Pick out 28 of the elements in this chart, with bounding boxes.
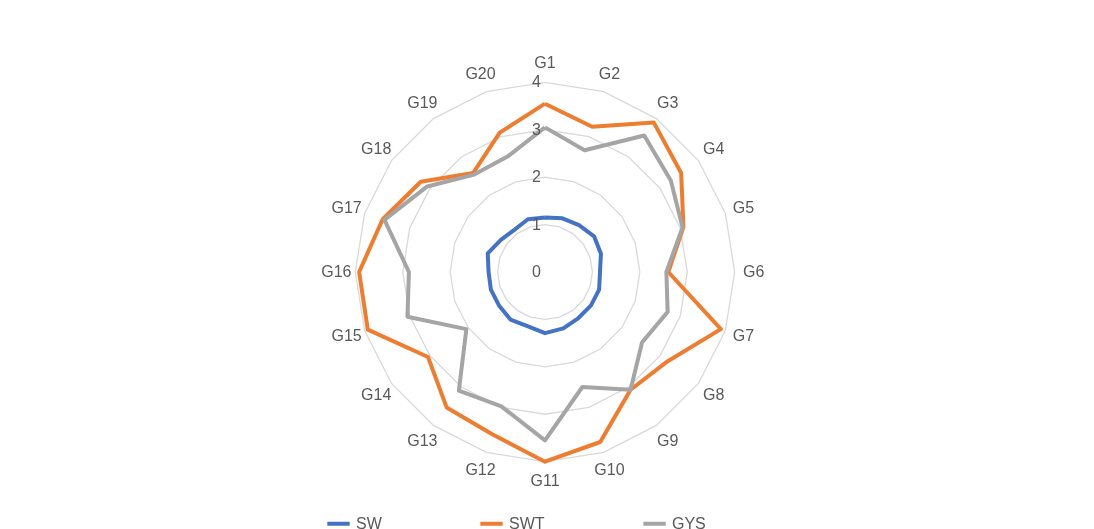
- y-tick-label: 2: [532, 168, 542, 186]
- spoke-label: G13: [407, 431, 438, 449]
- spoke-label: G3: [656, 94, 679, 112]
- legend-label: GYS: [672, 514, 706, 529]
- spoke-label: G15: [331, 327, 362, 345]
- spoke-label: G7: [732, 327, 755, 345]
- y-tick-label: 4: [532, 73, 542, 91]
- spoke-label: G18: [361, 140, 392, 158]
- y-tick-label: 1: [532, 215, 542, 233]
- y-tick-label: 0: [532, 263, 542, 280]
- legend-label: SW: [356, 514, 383, 529]
- spoke-label: G14: [361, 385, 392, 403]
- spoke-label: G6: [742, 263, 765, 280]
- spoke-label: G8: [703, 385, 725, 403]
- spoke-label: G2: [598, 64, 621, 82]
- spoke-label: G10: [594, 461, 625, 479]
- spoke-label: G5: [732, 198, 755, 216]
- spoke-label: G9: [656, 431, 679, 449]
- spoke-label: G20: [465, 64, 496, 82]
- spoke-label: G19: [407, 94, 438, 112]
- spoke-label: G1: [534, 54, 556, 72]
- spoke-label: G16: [321, 263, 352, 280]
- y-tick-label: 3: [532, 120, 542, 138]
- spoke-label: G4: [703, 140, 725, 158]
- spoke-label: G11: [530, 471, 560, 489]
- legend-label: SWT: [509, 514, 545, 529]
- spoke-label: G12: [465, 461, 496, 479]
- spoke-label: G17: [331, 198, 362, 216]
